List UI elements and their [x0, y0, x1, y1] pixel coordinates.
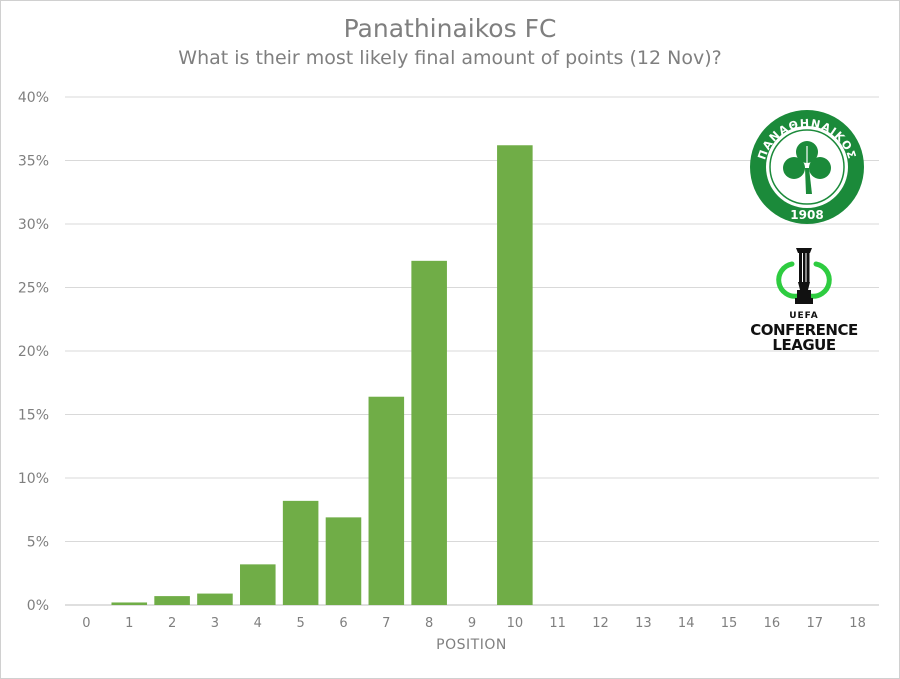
- league-label: LEAGUE: [772, 336, 836, 354]
- x-tick-label: 8: [425, 616, 433, 631]
- bar-position-5: [282, 500, 319, 605]
- x-tick-label: 13: [635, 616, 652, 631]
- x-tick-label: 2: [168, 616, 176, 631]
- bar-position-1: [111, 602, 148, 605]
- y-tick-label: 30%: [18, 217, 49, 233]
- y-tick-label: 5%: [27, 535, 49, 551]
- panathinaikos-crest-icon: ΠΑΝΑΘΗΝΑΙΚΟΣ 1908: [750, 110, 864, 224]
- x-tick-label: 16: [764, 616, 781, 631]
- bar-position-8: [411, 260, 447, 605]
- y-tick-label: 10%: [18, 471, 49, 487]
- chart-subtitle: What is their most likely final amount o…: [178, 47, 722, 69]
- conference-label: CONFERENCE: [750, 321, 858, 339]
- x-tick-label: 6: [339, 616, 347, 631]
- x-tick-label: 5: [296, 616, 304, 631]
- chart-title: Panathinaikos FC: [343, 14, 557, 43]
- x-tick-label: 1: [125, 616, 133, 631]
- bar-position-7: [368, 396, 405, 605]
- x-tick-label: 17: [806, 616, 823, 631]
- x-tick-label: 10: [507, 616, 524, 631]
- x-tick-label: 15: [721, 616, 738, 631]
- y-tick-label: 25%: [18, 281, 49, 297]
- uefa-label: UEFA: [789, 311, 819, 321]
- x-tick-label: 7: [382, 616, 390, 631]
- bar-position-4: [240, 564, 276, 605]
- x-tick-label: 12: [592, 616, 609, 631]
- y-tick-label: 15%: [18, 408, 49, 424]
- bar-position-3: [197, 593, 233, 605]
- conference-league-wordmark: UEFA CONFERENCE LEAGUE: [738, 312, 870, 353]
- y-tick-label: 40%: [18, 90, 49, 106]
- bar-position-10: [497, 145, 533, 605]
- conference-league-trophy-icon: [776, 248, 832, 304]
- y-tick-label: 35%: [18, 154, 49, 170]
- x-axis-label: POSITION: [436, 637, 507, 653]
- x-tick-label: 14: [678, 616, 695, 631]
- bar-position-6: [325, 517, 362, 605]
- x-tick-label: 9: [468, 616, 476, 631]
- crest-year: 1908: [790, 208, 823, 222]
- x-tick-label: 4: [254, 616, 262, 631]
- y-tick-label: 20%: [18, 344, 49, 360]
- x-tick-label: 0: [82, 616, 90, 631]
- bar-position-2: [154, 596, 190, 605]
- x-tick-label: 11: [549, 616, 566, 631]
- x-tick-label: 3: [211, 616, 219, 631]
- x-tick-label: 18: [849, 616, 866, 631]
- y-tick-label: 0%: [27, 598, 49, 614]
